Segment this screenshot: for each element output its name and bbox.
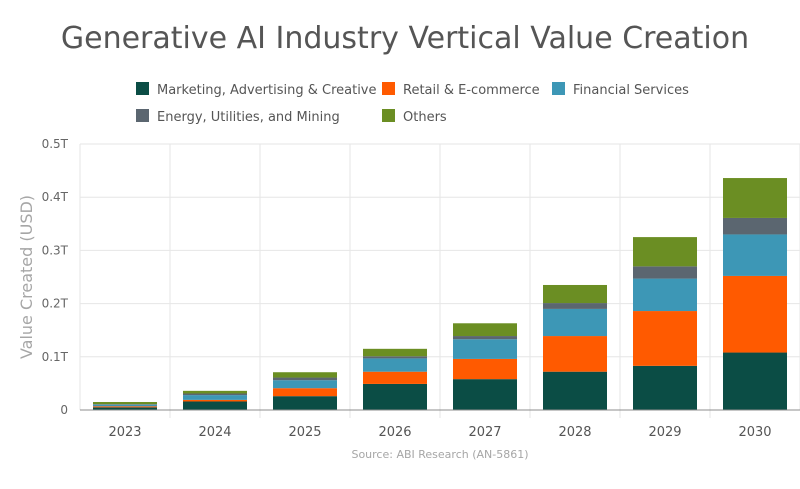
x-tick-label: 2023 bbox=[108, 425, 141, 440]
bar-segment[interactable] bbox=[453, 339, 517, 359]
bar-segment[interactable] bbox=[723, 352, 787, 410]
bar-segment[interactable] bbox=[543, 308, 607, 337]
bar-segment[interactable] bbox=[723, 217, 787, 235]
legend: Marketing, Advertising & Creative Retail … bbox=[136, 82, 689, 125]
bar-segment[interactable] bbox=[453, 323, 517, 337]
x-tick-label: 2027 bbox=[468, 425, 501, 440]
bar-segment[interactable] bbox=[723, 275, 787, 353]
bar-segment[interactable] bbox=[93, 402, 157, 405]
x-tick-label: 2025 bbox=[288, 425, 321, 440]
bar-segment[interactable] bbox=[93, 404, 157, 405]
legend-swatch bbox=[382, 82, 395, 95]
legend-item[interactable]: Retail & E-commerce bbox=[382, 82, 540, 98]
gridlines bbox=[79, 143, 800, 418]
x-tick-label: 2029 bbox=[648, 425, 681, 440]
bar-segment[interactable] bbox=[273, 377, 337, 381]
bar-segment[interactable] bbox=[633, 365, 697, 410]
bar-segment[interactable] bbox=[183, 393, 247, 396]
bar-segment[interactable] bbox=[363, 383, 427, 410]
x-tick-label: 2024 bbox=[198, 425, 231, 440]
bar-segment[interactable] bbox=[273, 372, 337, 378]
bar-segment[interactable] bbox=[453, 336, 517, 340]
bar-segment[interactable] bbox=[363, 348, 427, 357]
bar-segment[interactable] bbox=[273, 388, 337, 397]
x-tick-label: 2030 bbox=[738, 425, 771, 440]
legend-label: Others bbox=[403, 110, 447, 125]
bar-segment[interactable] bbox=[543, 284, 607, 304]
y-tick-label: 0.1T bbox=[42, 350, 69, 364]
axes: 0 0.1T 0.2T 0.3T 0.4T 0.5T 2023 2024 2025 2026 202… bbox=[42, 137, 800, 440]
bar-segment[interactable] bbox=[363, 371, 427, 384]
bar-segment[interactable] bbox=[633, 266, 697, 279]
legend-swatch bbox=[136, 82, 149, 95]
bar-segment[interactable] bbox=[633, 278, 697, 312]
legend-label: Marketing, Advertising & Creative bbox=[157, 83, 377, 98]
bar-segment[interactable] bbox=[543, 303, 607, 309]
legend-item[interactable]: Financial Services bbox=[552, 82, 689, 98]
bar-segment[interactable] bbox=[453, 358, 517, 380]
chart-title: Generative AI Industry Vertical Value Cr… bbox=[61, 21, 749, 56]
y-tick-label: 0.4T bbox=[42, 190, 69, 204]
bar-segment[interactable] bbox=[183, 390, 247, 394]
legend-item[interactable]: Marketing, Advertising & Creative bbox=[136, 82, 377, 98]
y-axis-label: Value Created (USD) bbox=[17, 195, 36, 359]
x-tick-label: 2026 bbox=[378, 425, 411, 440]
bar-segment[interactable] bbox=[723, 234, 787, 276]
bar-segment[interactable] bbox=[93, 407, 157, 410]
bar-segment[interactable] bbox=[273, 396, 337, 410]
y-tick-label: 0.2T bbox=[42, 297, 69, 311]
bar-segment[interactable] bbox=[543, 371, 607, 410]
bar-segment[interactable] bbox=[183, 401, 247, 410]
bar-segment[interactable] bbox=[363, 356, 427, 359]
legend-item[interactable]: Others bbox=[382, 109, 447, 125]
source-note: Source: ABI Research (AN-5861) bbox=[351, 448, 528, 461]
bar-segment[interactable] bbox=[633, 237, 697, 267]
bar-segment[interactable] bbox=[453, 379, 517, 410]
y-tick-label: 0.3T bbox=[42, 243, 69, 257]
bar-segment[interactable] bbox=[183, 395, 247, 400]
x-tick-label: 2028 bbox=[558, 425, 591, 440]
bar-segment[interactable] bbox=[273, 380, 337, 389]
bar-segment[interactable] bbox=[723, 178, 787, 218]
legend-label: Energy, Utilities, and Mining bbox=[157, 110, 340, 125]
bar-segment[interactable] bbox=[363, 358, 427, 372]
bar-segment[interactable] bbox=[543, 336, 607, 372]
bar-segment[interactable] bbox=[93, 404, 157, 407]
y-tick-label: 0.5T bbox=[42, 137, 69, 151]
legend-swatch bbox=[382, 109, 395, 122]
bar-segment[interactable] bbox=[183, 399, 247, 402]
y-tick-label: 0 bbox=[60, 403, 68, 417]
legend-swatch bbox=[552, 82, 565, 95]
legend-item[interactable]: Energy, Utilities, and Mining bbox=[136, 109, 340, 125]
legend-label: Financial Services bbox=[573, 83, 689, 98]
bar-segment[interactable] bbox=[633, 311, 697, 366]
legend-swatch bbox=[136, 109, 149, 122]
bars bbox=[93, 178, 787, 410]
bar-segment[interactable] bbox=[93, 406, 157, 408]
legend-label: Retail & E-commerce bbox=[403, 83, 540, 98]
